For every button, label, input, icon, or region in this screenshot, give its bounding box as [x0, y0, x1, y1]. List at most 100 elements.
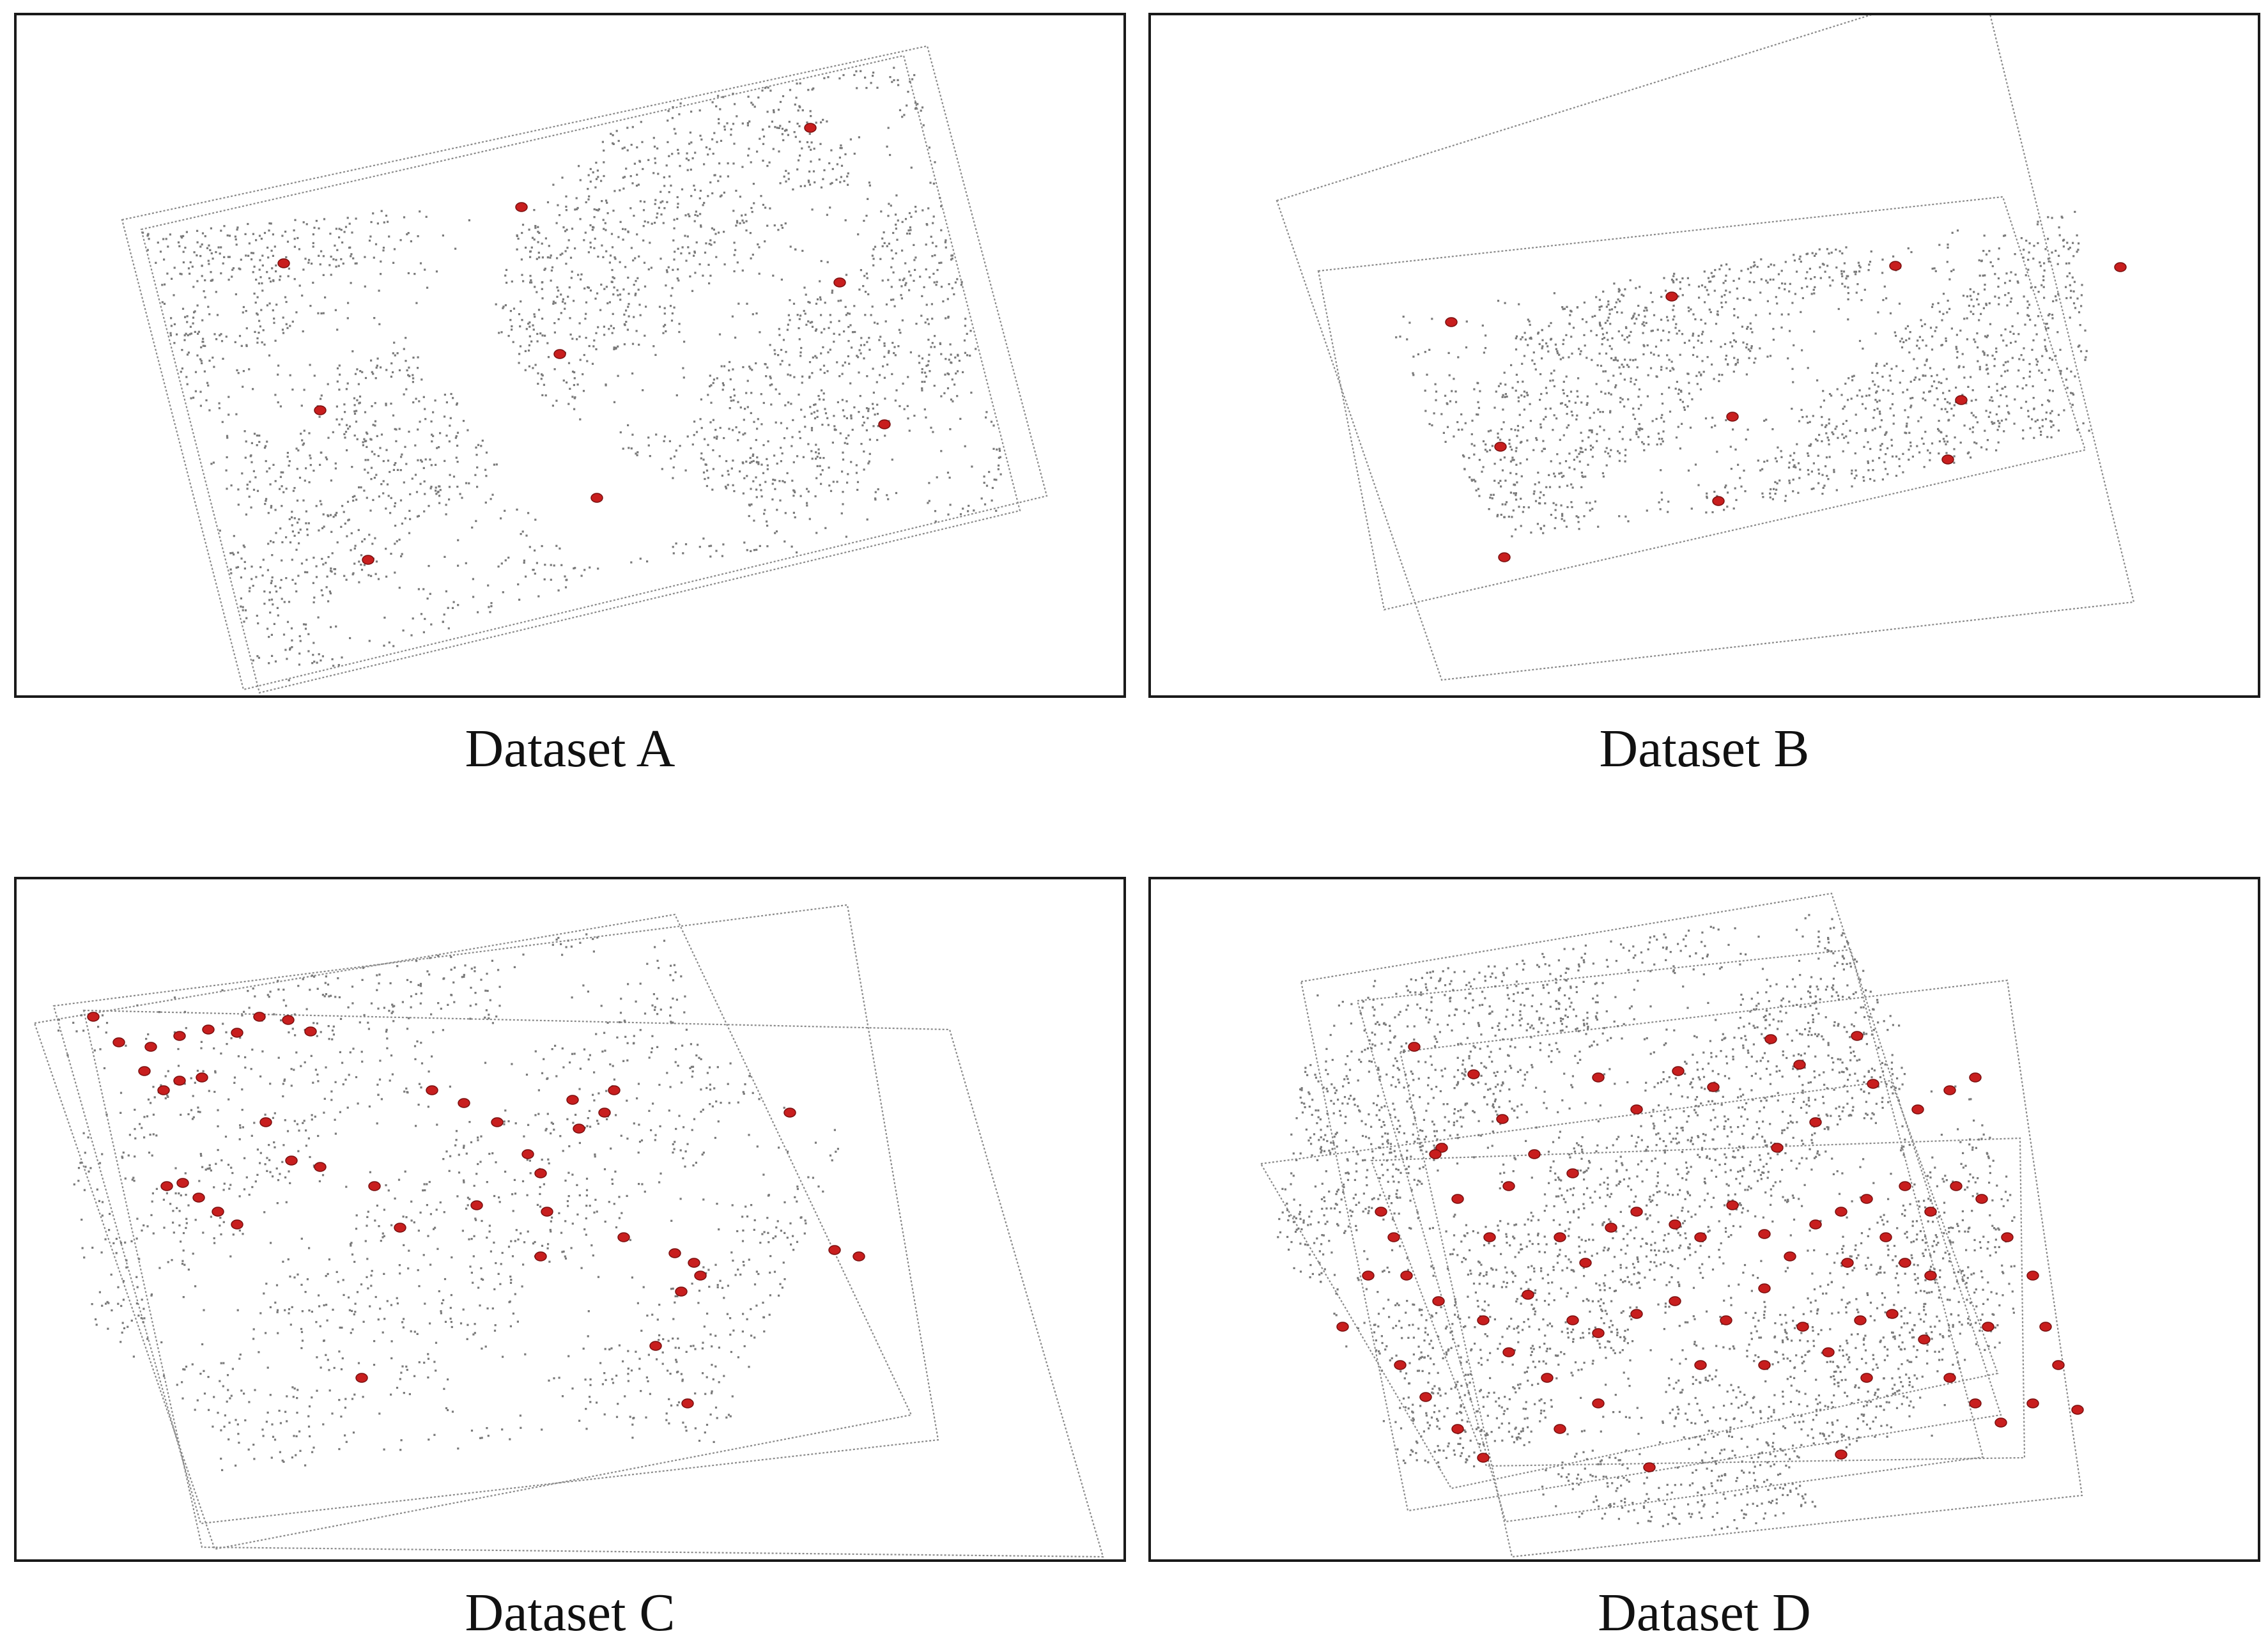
point-dot — [196, 304, 199, 307]
point-dot — [318, 1305, 321, 1308]
point-dot — [571, 370, 575, 373]
point-cloud — [142, 66, 1002, 682]
point-dot — [895, 213, 897, 216]
point-dot — [1484, 347, 1487, 350]
point-dot — [1586, 395, 1589, 398]
point-dot — [274, 394, 277, 396]
point-dot — [580, 278, 582, 281]
point-dot — [884, 398, 886, 400]
point-dot — [867, 410, 870, 412]
point-dot — [649, 242, 651, 244]
point-dot — [229, 568, 232, 571]
point-dot — [816, 298, 819, 300]
point-dot — [902, 382, 904, 385]
point-dot — [468, 482, 470, 484]
point-dot — [1575, 449, 1577, 452]
point-dot — [310, 1054, 312, 1057]
point-dot — [749, 232, 752, 235]
point-dot — [662, 222, 665, 224]
point-dot — [207, 384, 210, 387]
point-dot — [678, 323, 681, 325]
point-dot — [125, 1044, 127, 1047]
point-dot — [2004, 282, 2007, 284]
point-dot — [2025, 384, 2028, 387]
point-dot — [1660, 339, 1663, 342]
point-dot — [1471, 419, 1474, 422]
point-dot — [755, 496, 758, 498]
point-dot — [1463, 455, 1465, 458]
point-dot — [711, 227, 713, 229]
point-dot — [578, 336, 581, 338]
point-dot — [1732, 279, 1735, 282]
point-dot — [1759, 469, 1762, 472]
point-dot — [1543, 447, 1546, 450]
point-dot — [2016, 312, 2019, 314]
point-dot — [1879, 426, 1881, 428]
point-dot — [657, 173, 660, 175]
point-dot — [1829, 284, 1832, 287]
point-dot — [274, 339, 277, 342]
point-dot — [587, 251, 590, 254]
point-dot — [809, 406, 812, 408]
point-dot — [1815, 438, 1817, 441]
point-dot — [192, 1095, 194, 1097]
point-dot — [217, 246, 220, 249]
point-dot — [1936, 398, 1939, 401]
point-dot — [272, 280, 275, 282]
point-dot — [796, 168, 799, 171]
point-dot — [1976, 421, 1979, 424]
point-dot — [343, 511, 345, 513]
point-dot — [456, 461, 459, 463]
point-dot — [1618, 515, 1621, 518]
point-dot — [135, 1276, 138, 1278]
point-dot — [792, 419, 794, 421]
point-dot — [323, 525, 325, 528]
point-dot — [751, 369, 753, 371]
point-dot — [143, 1317, 146, 1320]
point-dot — [612, 134, 614, 137]
point-dot — [1504, 503, 1507, 506]
point-dot — [205, 399, 208, 401]
point-dot — [1738, 277, 1740, 280]
point-dot — [1660, 469, 1662, 472]
point-dot — [629, 175, 632, 178]
point-dot — [638, 160, 642, 163]
point-dot — [183, 1010, 187, 1013]
point-dot — [1688, 310, 1690, 313]
point-dot — [107, 1327, 109, 1330]
point-dot — [854, 330, 856, 334]
point-dot — [643, 261, 646, 264]
point-dot — [1434, 383, 1437, 385]
point-dot — [355, 421, 358, 423]
point-dot — [997, 468, 999, 470]
point-dot — [1627, 398, 1630, 401]
point-dot — [707, 477, 709, 479]
point-dot — [1784, 282, 1786, 285]
point-dot — [584, 318, 587, 320]
point-dot — [954, 356, 957, 359]
point-dot — [858, 371, 860, 374]
point-dot — [266, 271, 268, 274]
point-dot — [288, 518, 291, 520]
point-dot — [811, 325, 814, 328]
point-dot — [313, 596, 316, 599]
point-dot — [309, 305, 312, 307]
point-dot — [612, 210, 615, 212]
point-dot — [1668, 331, 1670, 334]
point-dot — [161, 301, 164, 304]
point-dot — [1706, 495, 1708, 498]
point-dot — [239, 1037, 242, 1039]
point-dot — [1840, 394, 1843, 396]
point-dot — [743, 1264, 745, 1267]
point-dot — [2023, 249, 2025, 251]
point-dot — [73, 1183, 75, 1185]
point-dot — [874, 491, 877, 493]
point-dot — [663, 176, 665, 179]
point-dot — [588, 344, 590, 348]
point-dot — [245, 617, 248, 619]
point-dot — [1908, 351, 1911, 354]
point-dot — [1767, 265, 1770, 268]
point-dot — [256, 490, 259, 492]
point-dot — [814, 495, 817, 498]
point-dot — [242, 370, 245, 373]
